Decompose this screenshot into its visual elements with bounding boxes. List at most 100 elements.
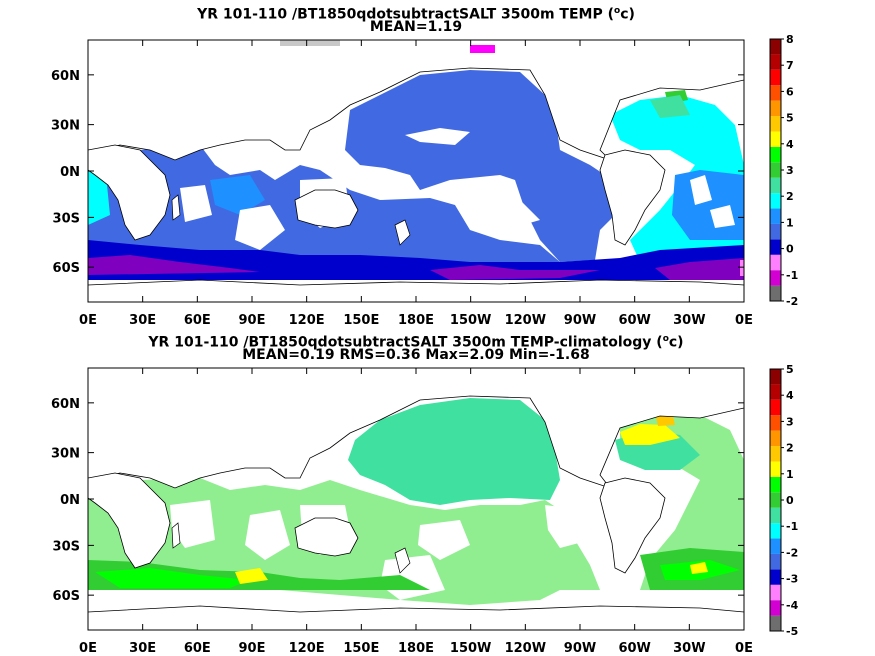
colorbar-label: -4 (786, 599, 799, 612)
top-colorbar: 8 7 6 5 4 3 2 1 0 -1 -2 (769, 33, 798, 308)
top-atlantic-light (672, 170, 744, 240)
colorbar-label: 6 (786, 85, 794, 98)
lon-label: 150E (343, 641, 379, 656)
colorbar-label: 3 (786, 164, 794, 177)
bottom-colorbar: 5 4 3 2 1 0 -1 -2 -3 -4 -5 (769, 363, 799, 638)
lon-label: 120W (505, 313, 546, 328)
colorbar-swatch (770, 461, 781, 477)
top-panel-title: YR 101-110 /BT1850qdotsubtractSALT 3500m… (197, 6, 635, 23)
colorbar-label: 3 (786, 415, 794, 428)
colorbar-swatch (770, 430, 781, 447)
lon-label: 90E (239, 313, 266, 328)
lon-label: 60W (618, 641, 650, 656)
colorbar-label: 0 (786, 494, 794, 507)
colorbar-swatch (770, 476, 781, 493)
lat-label: 0N (60, 493, 80, 508)
colorbar-swatch (770, 162, 781, 178)
lon-label: 150W (450, 641, 491, 656)
colorbar-swatch (770, 584, 781, 601)
colorbar-swatch (770, 415, 781, 431)
bottom-panel-stats: MEAN=0.19 RMS=0.36 Max=2.09 Min=-1.68 (242, 347, 590, 363)
colorbar-label: 0 (786, 243, 794, 256)
lat-label: 30N (51, 119, 80, 134)
colorbar-label: 5 (786, 363, 794, 376)
lon-label: 90W (564, 313, 596, 328)
top-panel-stats: MEAN=1.19 (369, 19, 463, 35)
colorbar-label: 1 (786, 468, 794, 481)
lon-label: 120W (505, 641, 546, 656)
colorbar-swatch (770, 523, 781, 539)
lat-label: 60N (51, 397, 80, 412)
lat-label: 30N (51, 447, 80, 462)
colorbar-label: -2 (786, 546, 798, 559)
top-pacific-hole (405, 128, 470, 145)
lat-label: 60S (53, 261, 80, 276)
lon-label: 60W (618, 313, 650, 328)
colorbar-swatch (770, 116, 781, 132)
colorbar-swatch (770, 569, 781, 585)
colorbar-label: -2 (786, 295, 798, 308)
colorbar-swatch (770, 177, 781, 194)
colorbar-swatch (770, 85, 781, 101)
colorbar-swatch (770, 254, 781, 271)
colorbar-label: -1 (786, 269, 798, 282)
lon-label: 30W (673, 313, 705, 328)
colorbar-swatch (770, 270, 781, 286)
lat-label: 30S (53, 539, 80, 554)
top-map (88, 40, 744, 302)
colorbar-swatch (770, 446, 781, 462)
top-antarctic-purple (88, 255, 260, 275)
colorbar-label: 4 (786, 389, 794, 402)
colorbar-swatch (770, 100, 781, 117)
colorbar-label: 1 (786, 216, 794, 229)
lon-label: 30W (673, 641, 705, 656)
colorbar-label: -5 (786, 625, 798, 638)
colorbar-swatch (770, 208, 781, 224)
colorbar-swatch (770, 507, 781, 524)
colorbar-swatch (770, 239, 781, 255)
top-pacific-field (345, 70, 620, 262)
lon-label: 120E (289, 313, 325, 328)
colorbar-label: 2 (786, 442, 794, 455)
lon-label: 90E (239, 641, 266, 656)
lon-label: 0E (735, 313, 753, 328)
lon-label: 180E (398, 641, 434, 656)
bottom-pacific-field (348, 398, 560, 505)
lon-label: 60E (184, 313, 211, 328)
lat-label: 0N (60, 165, 80, 180)
lon-label: 30E (129, 313, 156, 328)
top-atlantic-teal (650, 95, 690, 118)
lon-label: 30E (129, 641, 156, 656)
colorbar-swatch (770, 131, 781, 147)
lon-label: 0E (79, 313, 97, 328)
colorbar-swatch (770, 553, 781, 570)
lon-label: 0E (735, 641, 753, 656)
colorbar-label: 4 (786, 138, 794, 151)
map-axes: 60N 30N 0N 30S 60S 0E 30E 60E 90E 120E 150E 180E 150… (51, 40, 753, 656)
colorbar-label: 5 (786, 112, 794, 125)
colorbar-swatch (770, 69, 781, 86)
colorbar-label: -3 (786, 573, 798, 586)
colorbar-swatch (770, 615, 781, 631)
bottom-yellow-patch-1 (235, 568, 268, 584)
lat-label: 60N (51, 69, 80, 84)
colorbar-label: -1 (786, 520, 798, 533)
lat-label: 60S (53, 589, 80, 604)
colorbar-swatch (770, 399, 781, 416)
colorbar-swatch (770, 600, 781, 616)
colorbar-swatch (770, 492, 781, 508)
lon-label: 60E (184, 641, 211, 656)
colorbar-label: 2 (786, 190, 794, 203)
top-indian-light (210, 175, 265, 215)
bottom-map (88, 368, 744, 630)
colorbar-swatch (770, 538, 781, 554)
colorbar-swatch (770, 285, 781, 301)
lon-label: 120E (289, 641, 325, 656)
lon-label: 150W (450, 313, 491, 328)
colorbar-swatch (770, 146, 781, 163)
colorbar-swatch (770, 54, 781, 70)
lat-label: 30S (53, 211, 80, 226)
bottom-atlantic-yellow (620, 424, 680, 445)
colorbar-swatch (770, 39, 781, 55)
lon-label: 0E (79, 641, 97, 656)
